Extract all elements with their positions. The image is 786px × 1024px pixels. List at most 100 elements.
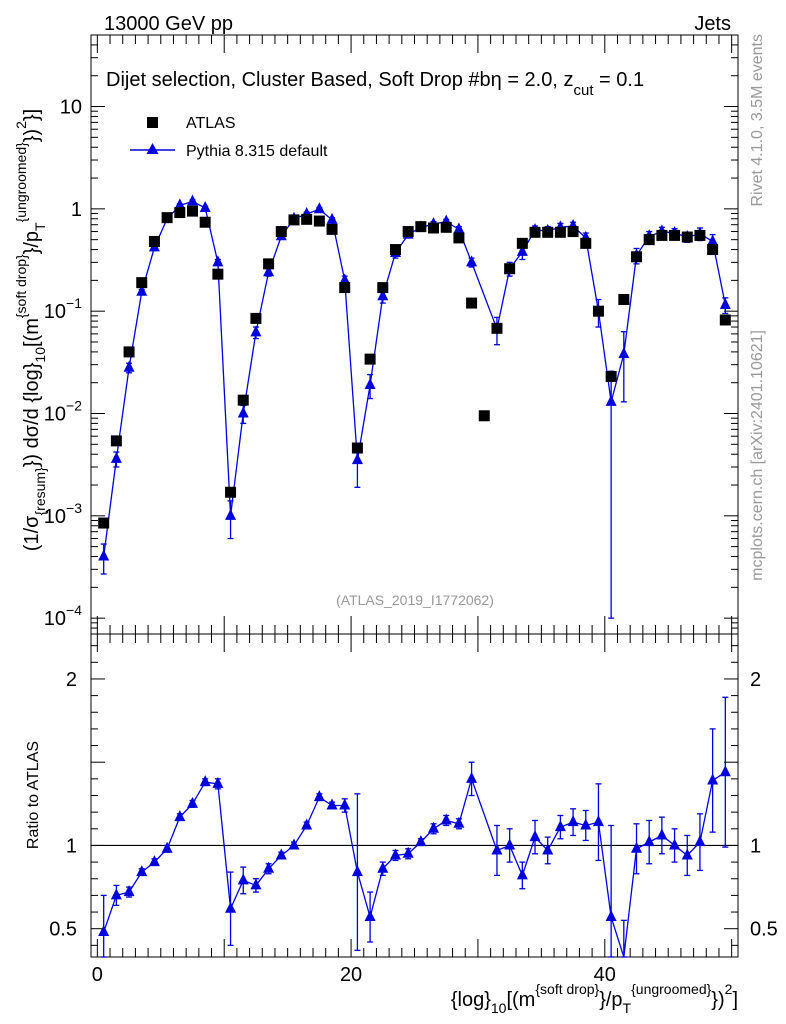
ratio-y-tick-label-right: 1 [750, 835, 761, 857]
xlabel-sup3: 2 [725, 981, 733, 997]
ratio-point [453, 816, 465, 828]
ratio-point [161, 841, 173, 853]
mc-point [364, 377, 376, 389]
x-tick-label: 40 [594, 964, 616, 986]
data-point [516, 237, 528, 249]
mc-point [377, 289, 389, 301]
data-point [237, 394, 249, 406]
data-point [275, 226, 287, 238]
xlabel-end: }) [711, 989, 724, 1011]
ratio-line [103, 771, 726, 958]
data-point [225, 486, 237, 498]
mc-point [263, 265, 275, 277]
main-y-tick-label: 1 [71, 199, 82, 221]
xlabel-sup1: {soft drop} [535, 981, 599, 997]
data-point [478, 410, 490, 422]
mc-point [351, 453, 363, 465]
mc-point [466, 255, 478, 267]
ylabel-sub3: T [32, 222, 48, 231]
ratio-point [326, 798, 338, 810]
mc-point [123, 360, 135, 372]
ratio-y-tick-label: 0.5 [49, 919, 77, 941]
data-point [377, 282, 389, 294]
ylabel-sub2: 10 [32, 347, 48, 363]
legend-label-atlas: ATLAS [186, 115, 236, 132]
ratio-panel: 0.5 0.5 1 1 2 2 0 20 40 Ratio to ATLAS {log}10[… [25, 633, 778, 1016]
ratio-point [681, 848, 693, 860]
ratio-y-tick-label: 2 [66, 669, 77, 691]
title-text: Dijet selection, Cluster Based, Soft Dro… [106, 69, 491, 91]
data-point [428, 222, 440, 234]
ratio-point [110, 888, 122, 900]
data-point [580, 237, 592, 249]
ratio-point [504, 838, 516, 850]
ratio-x-axis: 0 20 40 [92, 634, 733, 986]
data-point [212, 268, 224, 280]
main-data-series [98, 205, 731, 529]
ratio-point [351, 865, 363, 877]
ratio-point [580, 818, 592, 830]
xlabel-sub2: T [623, 1000, 632, 1016]
data-point [567, 226, 579, 238]
main-x-axis [96, 35, 733, 634]
data-point [707, 244, 719, 256]
mc-point [719, 297, 731, 309]
ratio-point [225, 901, 237, 913]
ylabel-sub1: {resum} [32, 467, 48, 516]
mc-point [98, 549, 110, 561]
ratio-point [694, 835, 706, 847]
data-point [326, 223, 338, 235]
mc-point [453, 222, 465, 234]
data-point [681, 231, 693, 243]
ratio-point [186, 796, 198, 808]
legend-marker-atlas [147, 117, 158, 128]
mc-point [186, 194, 198, 206]
xlabel-sub1: 10 [491, 1000, 507, 1016]
main-y-axis: 10−4 10−3 10−2 10−1 1 10 [44, 34, 738, 635]
title-beta: η = 2.0, z [491, 69, 574, 91]
ratio-point [554, 820, 566, 832]
mc-point [225, 508, 237, 520]
xlabel-sup2: {ungroomed} [631, 981, 712, 997]
watermark: (ATLAS_2019_I1772062) [336, 592, 494, 608]
data-point [529, 226, 541, 238]
data-point [263, 258, 275, 270]
rivet-side-label: Rivet 4.1.0, 3.5M events [749, 34, 766, 207]
ratio-point [567, 815, 579, 827]
ratio-y-tick-label-right: 0.5 [750, 919, 778, 941]
ratio-point [631, 841, 643, 853]
ratio-point [428, 821, 440, 833]
mc-point [326, 212, 338, 224]
ratio-point [123, 885, 135, 897]
data-point [618, 294, 630, 306]
data-point [250, 312, 262, 324]
data-point [110, 435, 122, 447]
xlabel-mid2: }/p [599, 989, 622, 1011]
data-point [643, 234, 655, 246]
main-y-label: (1/σ{resum}}) dσ/d {log}10[(m{soft drop}… [13, 109, 48, 551]
data-point [301, 213, 313, 225]
ratio-point [542, 843, 554, 855]
legend: ATLAS Pythia 8.315 default [130, 115, 328, 160]
mc-point [212, 255, 224, 267]
main-y-tick-label: 10−4 [44, 602, 82, 630]
process-label: Jets [694, 13, 731, 35]
main-panel: 10−4 10−3 10−2 10−1 1 10 Dijet selection, Clu… [13, 34, 739, 635]
ratio-point [656, 828, 668, 840]
ratio-y-axis: 0.5 0.5 1 1 2 2 [49, 645, 778, 946]
main-y-tick-label: 10−1 [44, 295, 82, 323]
ylabel-tail: [(m [21, 318, 43, 347]
data-point [402, 226, 414, 238]
xlabel-lead: {log} [451, 989, 491, 1011]
ratio-point [313, 790, 325, 802]
x-tick-label: 20 [340, 964, 362, 986]
ratio-point [364, 910, 376, 922]
ratio-point [402, 846, 414, 858]
mc-point [516, 244, 528, 256]
ylabel-end: }) [21, 129, 43, 142]
data-point [542, 226, 554, 238]
data-point [669, 229, 681, 241]
data-point [136, 277, 148, 289]
data-point [491, 322, 503, 334]
